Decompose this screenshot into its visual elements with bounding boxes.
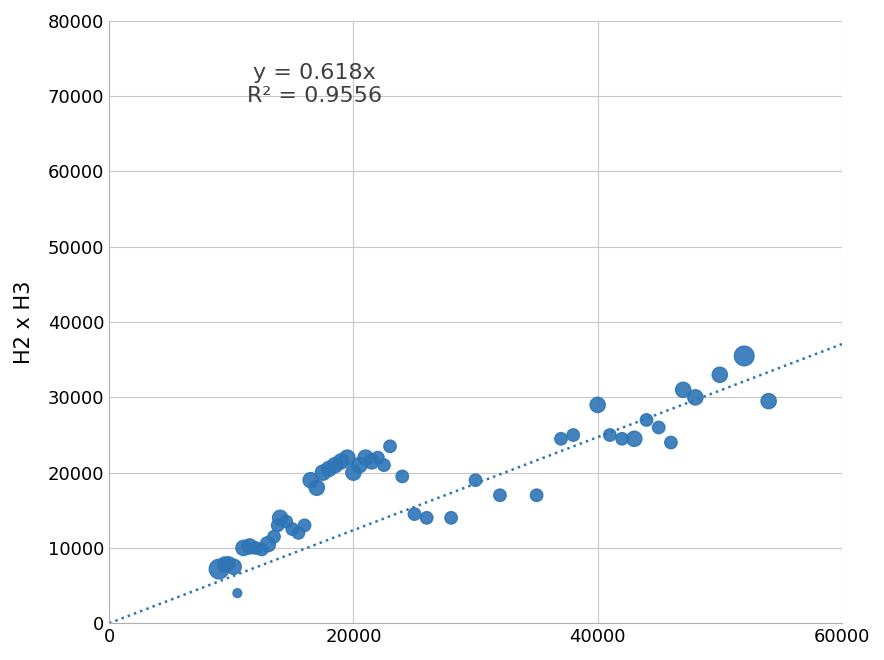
Point [664,438,678,448]
Point [359,452,373,463]
Point [364,456,378,467]
Point [762,396,776,407]
Point [279,516,293,527]
Point [267,531,281,542]
Point [603,430,617,440]
Point [212,564,226,574]
Point [370,452,385,463]
Point [566,430,580,440]
Y-axis label: H2 x H3: H2 x H3 [14,280,34,364]
Text: y = 0.618x
R² = 0.9556: y = 0.618x R² = 0.9556 [247,63,382,106]
Point [309,482,324,493]
Point [408,509,422,519]
Point [353,460,367,471]
Point [292,527,306,538]
Point [248,543,263,553]
Point [530,490,544,500]
Point [639,414,653,425]
Point [316,467,330,478]
Point [218,559,232,570]
Point [444,513,458,523]
Point [231,588,245,599]
Point [737,350,751,361]
Point [615,434,629,444]
Point [383,441,397,451]
Point [591,399,605,410]
Point [713,370,727,380]
Point [395,471,409,482]
Point [469,475,483,486]
Point [286,524,300,535]
Point [322,463,336,474]
Point [628,434,642,444]
Point [340,452,354,463]
Point [261,539,275,550]
Point [271,520,285,531]
Point [554,434,568,444]
Point [493,490,507,500]
Point [226,562,240,572]
Point [676,385,690,395]
Point [377,460,391,471]
Point [273,513,287,523]
Point [298,520,312,531]
Point [242,541,256,552]
Point [255,544,269,555]
Point [328,460,342,471]
Point [689,392,703,403]
Point [222,558,236,568]
Point [652,422,666,433]
Point [347,467,361,478]
Point [420,513,434,523]
Point [334,456,348,467]
Point [236,543,250,553]
Point [303,475,317,486]
